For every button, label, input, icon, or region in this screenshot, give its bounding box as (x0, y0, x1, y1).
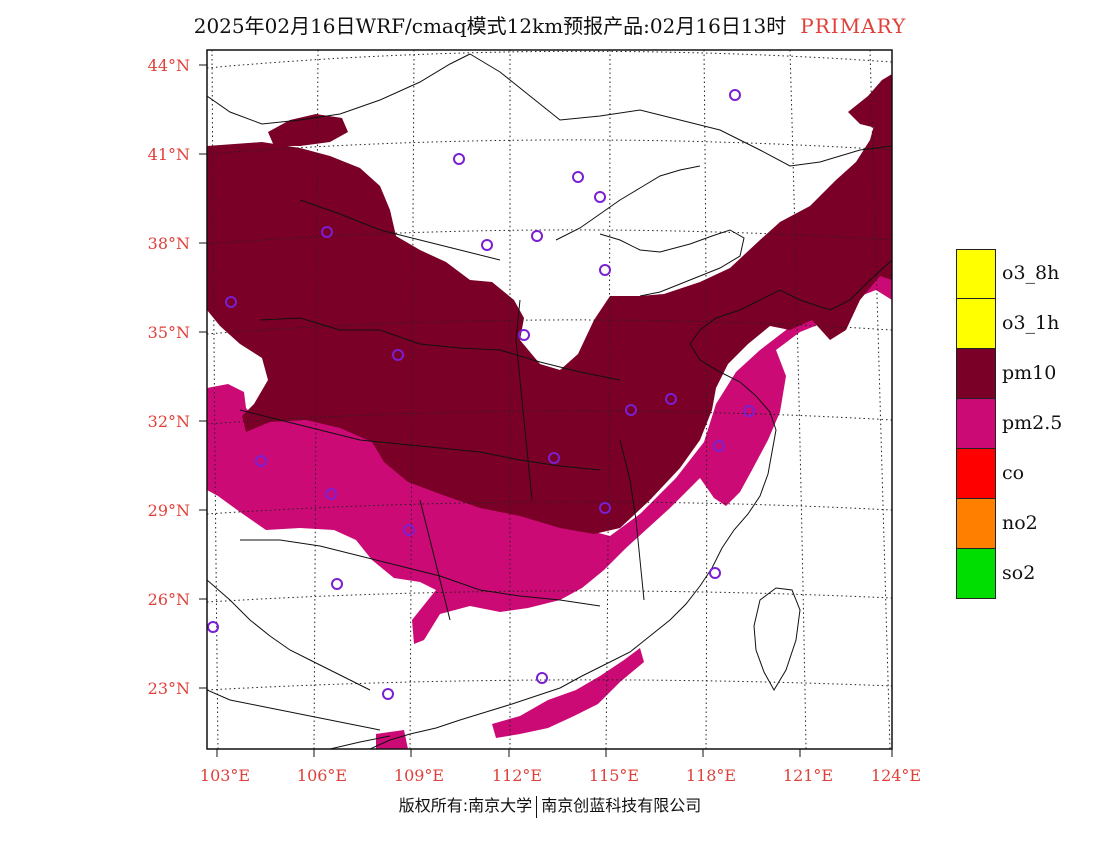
legend-swatch (956, 499, 996, 549)
station-marker (531, 230, 543, 242)
station-marker (599, 264, 611, 276)
lon-label-106e: 106°E (296, 766, 348, 785)
legend-swatch (956, 449, 996, 499)
lon-ticks (216, 749, 893, 757)
lat-label-44n: 44°N (147, 56, 190, 75)
station-marker (255, 455, 267, 467)
station-markers (207, 89, 755, 700)
graticule (207, 50, 892, 749)
station-marker (403, 524, 415, 536)
copyright-separator (536, 795, 538, 818)
pm25-south-coast (492, 648, 644, 738)
station-marker (625, 404, 637, 416)
station-marker (325, 488, 337, 500)
copyright-footer: 版权所有:南京大学 南京创蓝科技有限公司 (0, 792, 1100, 818)
lat-ticks (199, 64, 207, 689)
legend-label: pm10 (1002, 362, 1057, 384)
legend-swatch (956, 299, 996, 349)
map-title: 2025年02月16日WRF/cmaq模式12km预报产品:02月16日13时 P… (0, 10, 1100, 39)
lat-label-23n: 23°N (147, 679, 190, 698)
lon-label-121e: 121°E (782, 766, 834, 785)
lon-label-112e: 112°E (491, 766, 543, 785)
station-marker (518, 329, 530, 341)
lat-label-29n: 29°N (147, 501, 190, 520)
station-marker (392, 349, 404, 361)
station-marker (382, 688, 394, 700)
lat-label-41n: 41°N (147, 145, 190, 164)
legend-swatch (956, 349, 996, 399)
station-marker (599, 502, 611, 514)
station-marker (709, 567, 721, 579)
title-text: 2025年02月16日WRF/cmaq模式12km预报产品:02月16日13时 (193, 14, 787, 38)
copyright-left: 版权所有:南京大学 (398, 796, 533, 815)
pm25-region (207, 200, 892, 644)
station-marker (321, 226, 333, 238)
station-marker (207, 621, 219, 633)
station-marker (665, 393, 677, 405)
pm10-northeast (848, 74, 892, 130)
legend-swatch (956, 249, 996, 299)
legend-label: so2 (1002, 562, 1036, 584)
legend-label: o3_8h (1002, 262, 1060, 284)
lat-label-26n: 26°N (147, 590, 190, 609)
legend-label: no2 (1002, 512, 1038, 534)
primary-tag: PRIMARY (800, 14, 907, 38)
station-marker (572, 171, 584, 183)
lon-label-109e: 109°E (393, 766, 445, 785)
lon-label-103e: 103°E (199, 766, 251, 785)
station-marker (331, 578, 343, 590)
legend-label: o3_1h (1002, 312, 1060, 334)
station-marker (713, 440, 725, 452)
lon-label-118e: 118°E (685, 766, 737, 785)
station-marker (453, 153, 465, 165)
legend-label: co (1002, 462, 1025, 484)
legend-swatch (956, 399, 996, 449)
station-marker (548, 452, 560, 464)
map-frame (206, 49, 893, 750)
station-marker (743, 405, 755, 417)
station-marker (225, 296, 237, 308)
lon-label-115e: 115°E (588, 766, 640, 785)
station-marker (536, 672, 548, 684)
boundaries (207, 53, 892, 749)
pm10-mongolia-patch (268, 114, 348, 146)
lat-label-32n: 32°N (147, 412, 190, 431)
pm10-region (207, 104, 892, 534)
lon-label-124e: 124°E (870, 766, 922, 785)
station-marker (594, 191, 606, 203)
lat-label-35n: 35°N (147, 323, 190, 342)
lat-label-38n: 38°N (147, 234, 190, 253)
station-marker (481, 239, 493, 251)
legend-label: pm2.5 (1002, 412, 1063, 434)
legend-swatch (956, 549, 996, 599)
station-marker (729, 89, 741, 101)
copyright-right: 南京创蓝科技有限公司 (541, 796, 702, 815)
